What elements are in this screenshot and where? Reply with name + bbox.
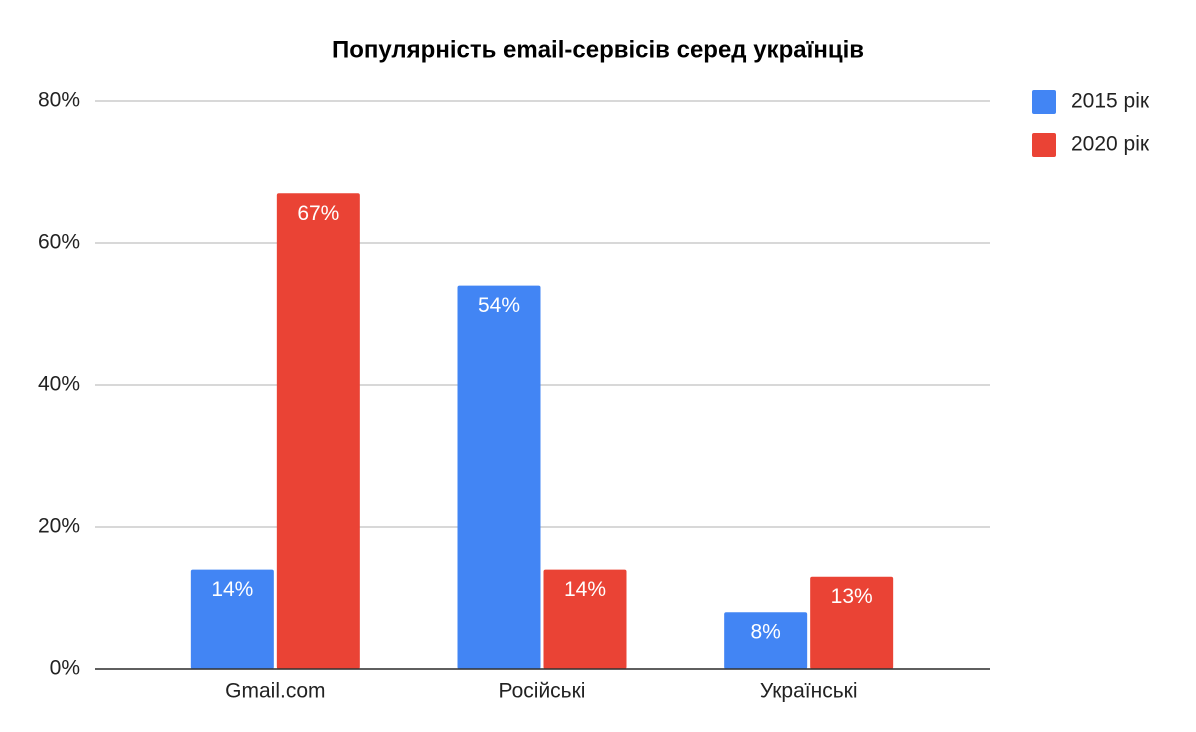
data-label: 14% [564,578,606,601]
bar [724,612,808,669]
bar [190,569,274,669]
data-label: 8% [750,621,780,644]
bar [276,193,360,670]
y-tick-label: 0% [50,657,80,680]
legend-swatch [1032,90,1056,114]
y-tick-label: 20% [38,515,80,538]
y-tick-label: 40% [38,373,80,396]
bar [810,576,894,669]
legend-swatch [1032,133,1056,157]
y-tick-label: 60% [38,231,80,254]
x-tick-label: Російські [499,680,586,703]
legend-label: 2015 рік [1071,90,1150,113]
data-label: 14% [211,578,253,601]
data-label: 13% [831,585,873,608]
bar [457,285,541,669]
y-tick-label: 80% [38,89,80,112]
legend-label: 2020 рік [1071,133,1150,156]
x-tick-label: Українські [760,680,858,703]
data-label: 67% [297,202,339,225]
x-tick-label: Gmail.com [225,680,325,703]
chart-title: Популярність email-сервісів серед україн… [332,36,864,63]
data-label: 54% [478,294,520,317]
bar [543,569,627,669]
